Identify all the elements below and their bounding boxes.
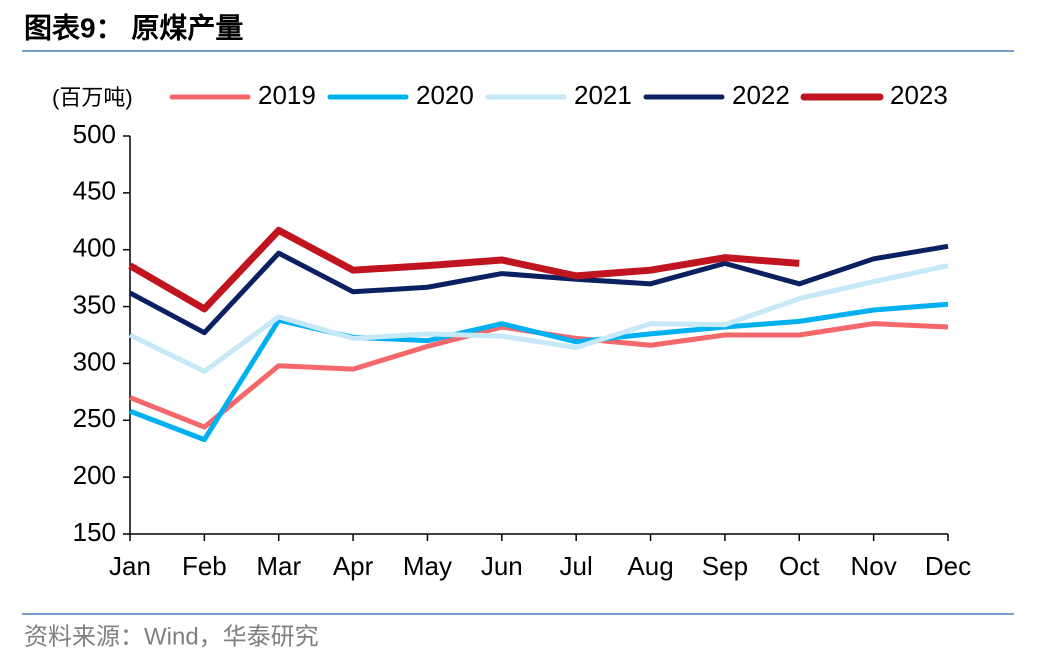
chart-title: 图表9： 原煤产量: [24, 12, 243, 43]
x-tick-label: Oct: [779, 551, 820, 581]
x-tick-label: Aug: [627, 551, 673, 581]
x-tick-label: May: [403, 551, 452, 581]
y-tick-label: 150: [73, 517, 116, 547]
y-tick-label: 450: [73, 176, 116, 206]
x-tick-label: Mar: [256, 551, 301, 581]
x-tick-label: Jan: [109, 551, 151, 581]
y-tick-label: 350: [73, 289, 116, 319]
y-tick-label: 300: [73, 346, 116, 376]
series-line: [129, 301, 949, 443]
x-tick-label: Jul: [560, 551, 593, 581]
y-tick-label: 250: [73, 403, 116, 433]
legend-label: 2019: [258, 80, 316, 110]
y-axis-label: (百万吨): [52, 85, 133, 110]
y-tick-label: 400: [73, 233, 116, 263]
legend-label: 2023: [890, 80, 948, 110]
x-tick-label: Dec: [925, 551, 971, 581]
x-tick-label: Feb: [182, 551, 227, 581]
series-line: [129, 321, 949, 430]
series-line: [128, 263, 949, 374]
legend-label: 2022: [732, 80, 790, 110]
y-tick-label: 200: [73, 460, 116, 490]
x-tick-label: Apr: [333, 551, 374, 581]
legend-label: 2021: [574, 80, 632, 110]
series-line: [128, 243, 949, 336]
x-tick-label: Sep: [702, 551, 748, 581]
series-line: [128, 226, 800, 313]
x-tick-label: Jun: [481, 551, 523, 581]
source: 资料来源：Wind，华泰研究: [24, 623, 319, 650]
y-tick-label: 500: [73, 119, 116, 149]
x-tick-label: Nov: [851, 551, 897, 581]
legend-label: 2020: [416, 80, 474, 110]
